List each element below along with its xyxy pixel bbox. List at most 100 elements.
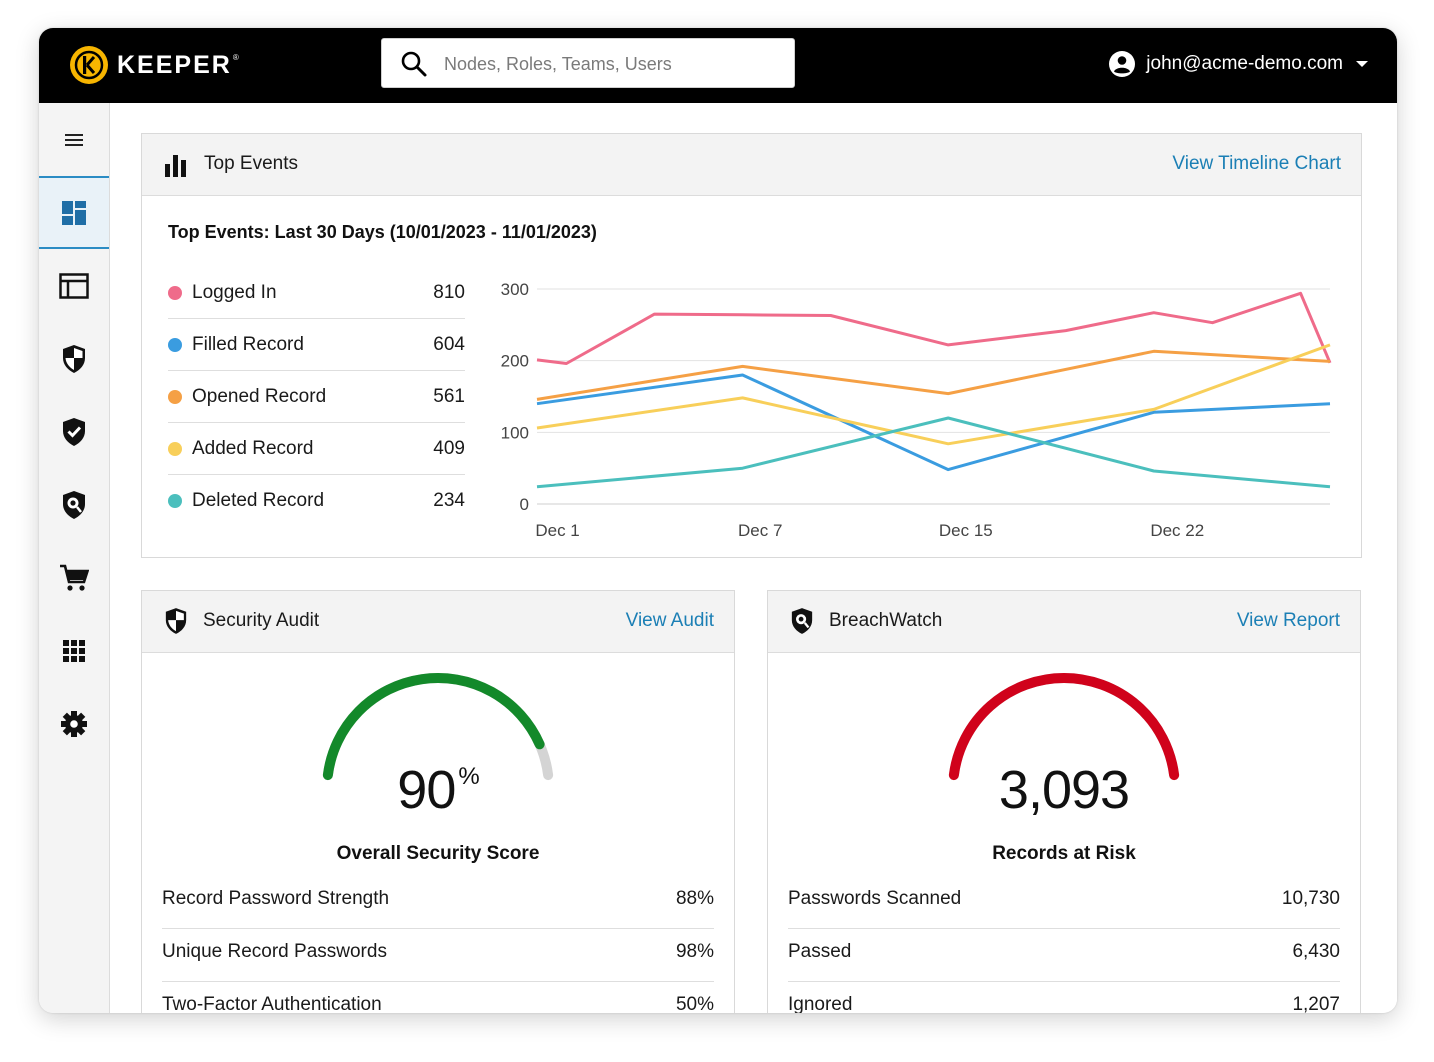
events-legend: Logged In 810 Filled Record 604 Opened Recor… (168, 268, 465, 528)
stat-value: 1,207 (1292, 994, 1340, 1013)
user-account-icon (1109, 51, 1136, 77)
sidebar-item-dashboard[interactable] (39, 176, 109, 249)
legend-value: 409 (433, 438, 465, 459)
security-audit-card: Security Audit View Audit 90% Overall Se… (141, 590, 735, 1013)
shield-half-icon (63, 344, 85, 373)
x-tick-label: Dec 22 (1150, 521, 1204, 540)
stat-label: Two-Factor Authentication (162, 994, 382, 1013)
legend-label: Logged In (192, 282, 277, 303)
legend-label: Added Record (192, 438, 314, 459)
stat-value: 88% (675, 888, 714, 909)
security-audit-stats: Record Password Strength 88% Unique Record… (162, 876, 714, 1013)
legend-label: Filled Record (192, 334, 304, 355)
top-events-header: Top Events View Timeline Chart (142, 134, 1361, 196)
legend-value: 234 (433, 490, 465, 511)
stat-row: Two-Factor Authentication 50% (162, 982, 714, 1013)
legend-label: Deleted Record (192, 490, 325, 511)
sidebar-item-breachwatch[interactable] (39, 468, 109, 541)
security-score-value: 90% (142, 759, 734, 821)
shield-check-icon (63, 417, 85, 446)
security-score-label: Overall Security Score (336, 843, 540, 864)
search-box[interactable] (381, 38, 795, 88)
records-at-risk-gauge: 3,093 Records at Risk (768, 671, 1360, 864)
sidebar-item-apps[interactable] (39, 614, 109, 687)
breachwatch-header: BreachWatch View Report (768, 591, 1360, 653)
layout-icon (59, 272, 89, 299)
view-audit-link[interactable]: View Audit (625, 610, 714, 631)
top-events-card: Top Events View Timeline Chart Top Event… (141, 133, 1362, 558)
logo-registered-mark: ® (232, 52, 239, 62)
user-menu[interactable]: john@acme-demo.com (1108, 50, 1369, 78)
sidebar-item-compliance[interactable] (39, 395, 109, 468)
stat-value: 10,730 (1281, 888, 1340, 909)
view-timeline-chart-link[interactable]: View Timeline Chart (1172, 153, 1341, 174)
legend-color-dot (168, 390, 182, 404)
stat-row: Record Password Strength 88% (162, 876, 714, 929)
series-line-filled-record (536, 373, 1331, 472)
stat-row: Ignored 1,207 (788, 982, 1340, 1013)
sidebar (39, 103, 110, 1013)
legend-color-dot (168, 442, 182, 456)
security-score-arc (322, 673, 554, 781)
records-at-risk-arc (948, 673, 1180, 781)
stat-value: 50% (675, 994, 714, 1013)
logo-text: KEEPER (117, 50, 232, 79)
stat-label: Passed (788, 941, 852, 962)
grid-icon (63, 639, 85, 662)
sidebar-item-admin[interactable] (39, 249, 109, 322)
stat-label: Unique Record Passwords (162, 941, 387, 962)
chevron-down-icon (1356, 61, 1368, 67)
legend-item: Added Record 409 (168, 424, 465, 475)
security-score-gauge: 90% Overall Security Score (142, 671, 734, 864)
legend-label: Opened Record (192, 386, 327, 407)
records-at-risk-label: Records at Risk (992, 843, 1136, 864)
search-input[interactable] (442, 49, 786, 79)
bar-chart-icon (165, 155, 186, 177)
keeper-logo[interactable]: KEEPER ® (69, 45, 239, 85)
y-tick-label: 200 (501, 352, 529, 371)
sidebar-item-settings[interactable] (39, 687, 109, 760)
legend-value: 561 (433, 386, 465, 407)
top-bar: KEEPER ® john@acme-demo.com (39, 28, 1397, 103)
legend-color-dot (168, 338, 182, 352)
stat-label: Passwords Scanned (788, 888, 962, 909)
shield-eye-icon (63, 490, 85, 519)
stat-row: Passwords Scanned 10,730 (788, 876, 1340, 929)
records-at-risk-value: 3,093 (998, 760, 1130, 820)
legend-item: Logged In 810 (168, 268, 465, 319)
legend-item: Filled Record 604 (168, 320, 465, 371)
breachwatch-title: BreachWatch (829, 610, 943, 631)
stat-value: 98% (675, 941, 714, 962)
view-report-link[interactable]: View Report (1236, 610, 1340, 631)
shield-half-icon (165, 608, 187, 634)
breachwatch-card: BreachWatch View Report 3,093 Records at… (767, 590, 1361, 1013)
series-line-added-record (536, 343, 1331, 446)
hamburger-icon (65, 133, 83, 146)
legend-value: 604 (433, 334, 465, 355)
sidebar-item-security-audit[interactable] (39, 322, 109, 395)
gauge-fill (948, 673, 1180, 781)
stat-label: Record Password Strength (162, 888, 390, 909)
sidebar-item-store[interactable] (39, 541, 109, 614)
stat-value: 6,430 (1292, 941, 1340, 962)
series-line-logged-in (536, 291, 1332, 365)
security-audit-header: Security Audit View Audit (142, 591, 734, 653)
sidebar-item-menu[interactable] (39, 103, 109, 176)
legend-item: Opened Record 561 (168, 372, 465, 423)
stat-row: Unique Record Passwords 98% (162, 929, 714, 982)
x-tick-label: Dec 15 (939, 521, 993, 540)
dashboard-icon (62, 200, 86, 225)
y-tick-label: 0 (520, 495, 529, 514)
user-email: john@acme-demo.com (1146, 53, 1343, 74)
stat-label: Ignored (788, 994, 853, 1013)
keeper-logo-icon (70, 46, 108, 84)
cart-icon (60, 564, 89, 591)
series-line-deleted-record (536, 416, 1331, 489)
legend-color-dot (168, 494, 182, 508)
legend-color-dot (168, 286, 182, 300)
y-tick-label: 100 (501, 423, 529, 442)
security-score-unit: % (458, 763, 479, 790)
gear-icon (61, 710, 87, 737)
gauge-fill (322, 673, 545, 781)
security-score-number: 90 (397, 760, 456, 820)
